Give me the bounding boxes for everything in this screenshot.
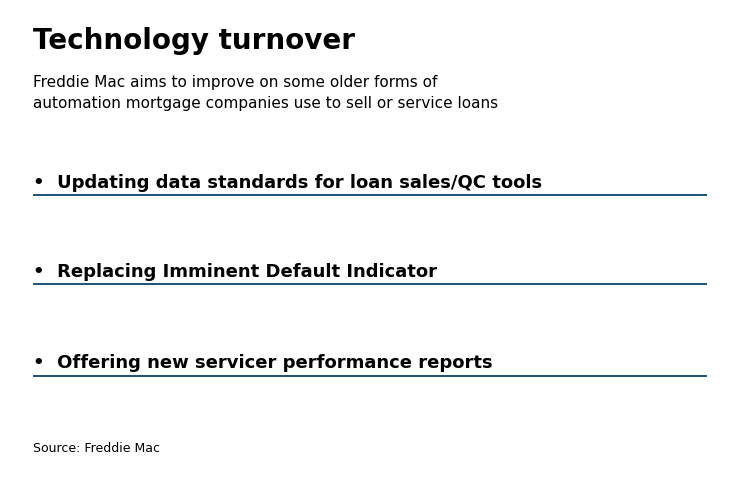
Text: •  Updating data standards for loan sales/QC tools: • Updating data standards for loan sales… [33,174,542,191]
Text: Freddie Mac aims to improve on some older forms of
automation mortgage companies: Freddie Mac aims to improve on some olde… [33,75,499,111]
Text: •  Replacing Imminent Default Indicator: • Replacing Imminent Default Indicator [33,263,437,281]
Text: Technology turnover: Technology turnover [33,27,355,54]
Text: Source: Freddie Mac: Source: Freddie Mac [33,442,161,455]
Text: •  Offering new servicer performance reports: • Offering new servicer performance repo… [33,354,493,372]
